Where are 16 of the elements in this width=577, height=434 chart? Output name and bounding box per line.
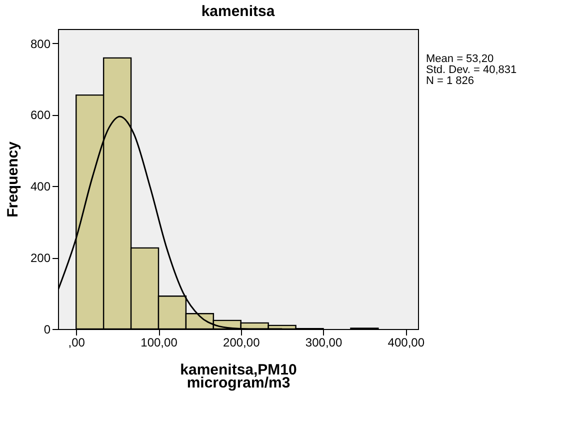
y-tick-label: 800 xyxy=(30,36,51,51)
text: Std. Dev. = 40,831 xyxy=(426,64,517,76)
x-tick-label: ,00 xyxy=(68,336,86,350)
y-tick-label: 600 xyxy=(30,108,51,122)
x-tick-label: 300,00 xyxy=(305,336,342,350)
chart-title: kamenitsa xyxy=(201,3,276,20)
text: Mean = 53,20 xyxy=(426,53,494,65)
y-axis-title: Frequency xyxy=(4,140,22,218)
x-tick-label: 200,00 xyxy=(223,336,260,350)
y-tick-label: 400 xyxy=(30,180,51,194)
x-axis-title: kamenitsa,PM10 microgram/m3 xyxy=(180,362,297,392)
x-tick-label: 100,00 xyxy=(140,336,178,350)
text: N = 1 826 xyxy=(426,75,474,87)
y-tick-label: 0 xyxy=(44,322,51,336)
y-tick-label: 200 xyxy=(30,251,51,266)
x-tick-label: 400,00 xyxy=(388,336,425,350)
